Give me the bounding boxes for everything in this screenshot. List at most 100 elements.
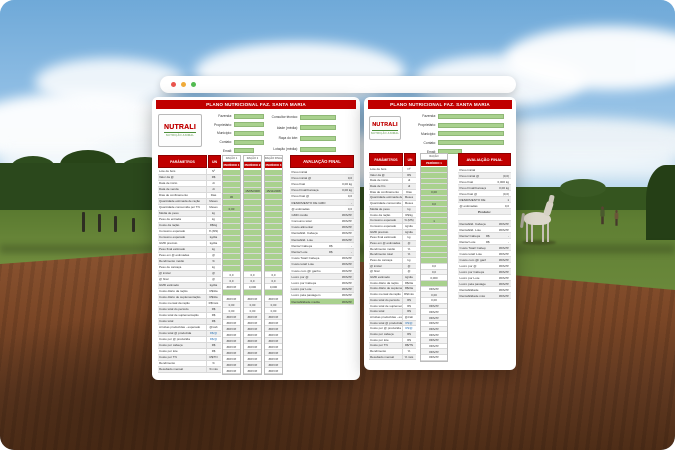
form-field[interactable]: [234, 148, 254, 154]
form-field[interactable]: [438, 140, 504, 146]
unit-label: R$: [407, 331, 411, 336]
table-row: @ inicial @: [158, 271, 221, 277]
form-row: Email:: [204, 146, 264, 155]
person-distant: [600, 206, 605, 224]
unit-label: kg: [212, 211, 215, 215]
final-label: Lucro por @: [459, 263, 477, 268]
form-field[interactable]: [438, 122, 504, 128]
table-row: Consumo esperado% (MS): [369, 218, 416, 224]
value-cell: 0,0: [421, 201, 447, 208]
value-cell: #DIV/0!: [244, 350, 261, 356]
unit-label: R$/@: [209, 337, 218, 341]
form-field[interactable]: [438, 149, 462, 155]
minimize-window-button[interactable]: [181, 82, 186, 87]
value-cell: [244, 248, 261, 254]
unit-label: %: [407, 246, 411, 251]
value-cell: #DIV/0!: [421, 315, 447, 321]
param-label: Custo por lote: [158, 349, 207, 354]
maximize-window-button[interactable]: [191, 82, 196, 87]
param-label: Custo mensal da ração: [369, 292, 403, 297]
unit-label: R$: [407, 309, 411, 314]
form-field[interactable]: [300, 146, 336, 152]
value-cell: [223, 260, 240, 266]
form-field[interactable]: [300, 114, 336, 120]
final-row: Lucro por Cabeça #DIV/0!: [458, 269, 511, 275]
form-field[interactable]: [438, 131, 504, 137]
param-label: Peso em @ estimadas: [369, 240, 403, 246]
table-row: Custo por TN R$/TN: [158, 355, 221, 361]
table-row: GMD previsto kg/dia: [158, 241, 221, 247]
final-row: Peso inicial @ 0,0: [290, 175, 354, 182]
column-header-un: UN: [208, 155, 221, 168]
final-value: #DIV/0!: [341, 293, 352, 298]
value-cell: 0,00: [265, 308, 282, 314]
value-cell: #DIV/0!: [421, 287, 447, 293]
final-label: Custo com @/ ganho: [459, 257, 487, 262]
value-cell: [265, 236, 282, 242]
form-field[interactable]: [300, 135, 336, 141]
unit-label: R$/mês: [404, 292, 414, 297]
value-cell: 0,0: [223, 278, 240, 284]
unit-label: Dias: [210, 193, 217, 197]
form-field[interactable]: [234, 122, 264, 128]
unit-label: dt: [407, 184, 411, 189]
unit-label: R$/@: [209, 331, 218, 335]
value-cell: #DIV/0!: [265, 320, 282, 326]
parameters-table: Lote de bois Nº Valor da @ R$ Data de início…: [158, 169, 221, 373]
param-label: Resultado mensal: [369, 354, 403, 360]
form-field[interactable]: [234, 130, 264, 136]
final-row: Peso final @ 0,0: [290, 194, 354, 200]
person-head: [600, 206, 604, 210]
value-cell: [421, 195, 447, 202]
form-field[interactable]: [300, 125, 336, 131]
unit-label: @: [407, 263, 411, 268]
final-value: #DIV/0!: [498, 275, 509, 280]
value-cell: #DIV/0!: [223, 320, 240, 326]
form-label: Fazenda:: [218, 114, 232, 119]
final-value: #DIV/0!: [341, 299, 352, 304]
final-label: @ estimadas: [459, 203, 478, 208]
unit-label: R$: [407, 172, 411, 177]
cloud: [505, 26, 675, 90]
form-field[interactable]: [234, 113, 264, 119]
param-label: Custo da ração: [369, 212, 403, 218]
unit-label: R$: [211, 343, 216, 347]
unit-label: % (MS): [208, 229, 219, 233]
value-cell: #DIV/0!: [265, 296, 282, 302]
unit-label: @: [212, 277, 215, 281]
param-label: Peso final estimado: [158, 247, 207, 252]
final-evaluation-table: Peso inicial Peso inicial @ (0,0) Peso fina…: [458, 167, 511, 299]
param-label: GMD previsto: [369, 229, 403, 235]
final-label: Lucro por Cabeça: [459, 269, 485, 274]
value-cell: #DIV/0!: [223, 338, 240, 344]
value-cell: [223, 290, 240, 296]
value-cell: [265, 266, 282, 272]
final-row: Lucro por @ #DIV/0!: [458, 263, 511, 269]
final-value: -: [508, 233, 509, 238]
person-torso: [614, 212, 618, 219]
horse-leg: [547, 223, 550, 242]
final-row: Peso final @ (0,0): [458, 191, 511, 197]
unit-label: % mês: [209, 367, 218, 371]
final-label: Renta/ Lote: [459, 239, 476, 244]
fence-post: [114, 216, 117, 232]
table-row: Custo mensal da ração R$/mês: [369, 292, 416, 298]
final-row: Custo alimentar #DIV/0!: [290, 224, 354, 231]
param-label: Rendimento médio: [158, 259, 207, 264]
close-window-button[interactable]: [171, 82, 176, 87]
unit-label: kg/dia: [209, 235, 218, 239]
unit-label: kg/dia: [209, 241, 218, 245]
param-label: Consumo esperado: [158, 229, 207, 234]
final-value: #DIV/0!: [341, 262, 352, 267]
form-field[interactable]: [234, 139, 264, 145]
value-cell: 0,0: [265, 272, 282, 278]
form-label: Idade (média):: [276, 125, 298, 130]
param-label: Quantidade consumida por TN: [369, 201, 403, 206]
unit-label: kg: [407, 258, 411, 262]
form-field[interactable]: [438, 113, 504, 119]
final-label: Peso final @: [291, 194, 310, 199]
value-cell: 0,00: [223, 308, 240, 314]
param-label: GMD previsto: [158, 241, 207, 246]
